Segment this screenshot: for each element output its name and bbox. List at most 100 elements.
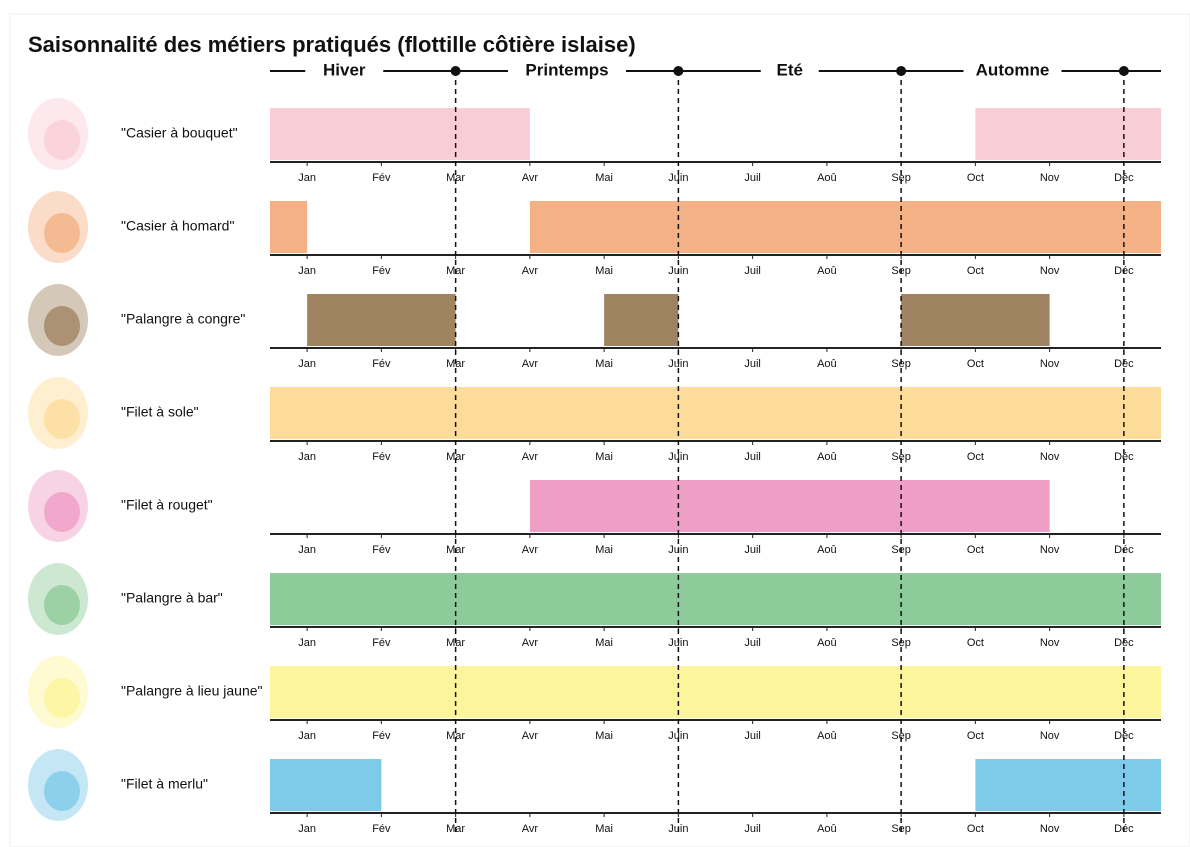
row-label: "Palangre à congre" (121, 311, 245, 327)
season-label: Eté (777, 60, 803, 79)
x-tick-label: Mai (595, 451, 613, 463)
icon-blob (44, 678, 80, 718)
x-tick-label: Avr (522, 544, 539, 556)
x-tick-label: Avr (522, 172, 539, 184)
x-tick-label: Oct (967, 265, 984, 277)
x-tick-label: Nov (1040, 544, 1060, 556)
x-tick-label: Oct (967, 730, 984, 742)
x-tick-label: Sep (891, 730, 911, 742)
x-tick-label: Nov (1040, 172, 1060, 184)
season-label-bg (305, 61, 384, 81)
x-tick-label: Déc (1114, 172, 1134, 184)
x-tick-label: Mai (595, 265, 613, 277)
row-label: "Filet à merlu" (121, 776, 208, 792)
bar (975, 759, 1161, 811)
icon-blob (44, 213, 80, 253)
x-tick-label: Juin (668, 730, 688, 742)
x-tick-label: Juil (744, 451, 761, 463)
x-tick-label: Juil (744, 730, 761, 742)
x-tick-label: Mar (446, 451, 465, 463)
x-tick-label: Aoû (817, 823, 837, 835)
x-tick-label: Jan (298, 637, 316, 649)
x-tick-label: Mai (595, 730, 613, 742)
x-tick-label: Fév (372, 265, 391, 277)
x-tick-label: Jan (298, 172, 316, 184)
x-tick-label: Nov (1040, 730, 1060, 742)
icon-blob (44, 120, 80, 160)
x-tick-label: Fév (372, 451, 391, 463)
bar (975, 108, 1161, 160)
x-tick-label: Oct (967, 172, 984, 184)
row-label: "Palangre à bar" (121, 590, 223, 606)
x-tick-label: Fév (372, 730, 391, 742)
x-tick-label: Sep (891, 451, 911, 463)
x-tick-label: Mai (595, 172, 613, 184)
icon-blob (44, 399, 80, 439)
x-tick-label: Fév (372, 172, 391, 184)
x-tick-label: Nov (1040, 637, 1060, 649)
bar (270, 108, 530, 160)
x-tick-label: Fév (372, 358, 391, 370)
x-tick-label: Fév (372, 823, 391, 835)
x-tick-label: Nov (1040, 265, 1060, 277)
icon-blob (44, 771, 80, 811)
season-label: Automne (976, 60, 1050, 79)
x-tick-label: Aoû (817, 637, 837, 649)
bar (307, 294, 456, 346)
x-tick-label: Juil (744, 823, 761, 835)
x-tick-label: Avr (522, 265, 539, 277)
season-dot (896, 66, 907, 76)
x-tick-label: Jan (298, 265, 316, 277)
season-label-bg (508, 61, 626, 81)
chart-title: Saisonnalité des métiers pratiqués (flot… (28, 32, 636, 57)
x-tick-label: Avr (522, 451, 539, 463)
x-tick-label: Jan (298, 823, 316, 835)
season-dot (673, 66, 684, 76)
x-tick-label: Aoû (817, 544, 837, 556)
x-tick-label: Nov (1040, 451, 1060, 463)
bar (270, 387, 1161, 439)
season-dot (450, 66, 461, 76)
x-tick-label: Mai (595, 637, 613, 649)
row-label: "Filet à rouget" (121, 497, 213, 513)
bar (270, 573, 1161, 625)
x-tick-label: Aoû (817, 730, 837, 742)
season-label-bg (760, 61, 819, 81)
bar (604, 294, 679, 346)
x-tick-label: Sep (891, 172, 911, 184)
bar (270, 201, 308, 253)
x-tick-label: Jan (298, 544, 316, 556)
x-tick-label: Mai (595, 544, 613, 556)
x-tick-label: Nov (1040, 823, 1060, 835)
x-tick-label: Nov (1040, 358, 1060, 370)
row-label: "Palangre à lieu jaune" (121, 683, 263, 699)
season-label-bg (963, 61, 1062, 81)
x-tick-label: Jan (298, 730, 316, 742)
season-dot (1118, 66, 1129, 76)
x-tick-label: Mar (446, 730, 465, 742)
row-label: "Filet à sole" (121, 404, 199, 420)
row-label: "Casier à bouquet" (121, 125, 238, 141)
x-tick-label: Aoû (817, 265, 837, 277)
x-tick-label: Aoû (817, 358, 837, 370)
x-tick-label: Fév (372, 637, 391, 649)
x-tick-label: Mai (595, 823, 613, 835)
x-tick-label: Aoû (817, 172, 837, 184)
bar (529, 480, 1050, 532)
x-tick-label: Jan (298, 451, 316, 463)
icon-blob (44, 492, 80, 532)
x-tick-label: Juil (744, 544, 761, 556)
x-tick-label: Déc (1114, 730, 1134, 742)
row-label: "Casier à homard" (121, 218, 234, 234)
bar (901, 294, 1050, 346)
x-tick-label: Juil (744, 358, 761, 370)
x-tick-label: Jan (298, 358, 316, 370)
x-tick-label: Oct (967, 637, 984, 649)
x-tick-label: Oct (967, 451, 984, 463)
x-tick-label: Mai (595, 358, 613, 370)
x-tick-label: Juin (668, 172, 688, 184)
icon-blob (44, 306, 80, 346)
x-tick-label: Avr (522, 637, 539, 649)
x-tick-label: Oct (967, 544, 984, 556)
